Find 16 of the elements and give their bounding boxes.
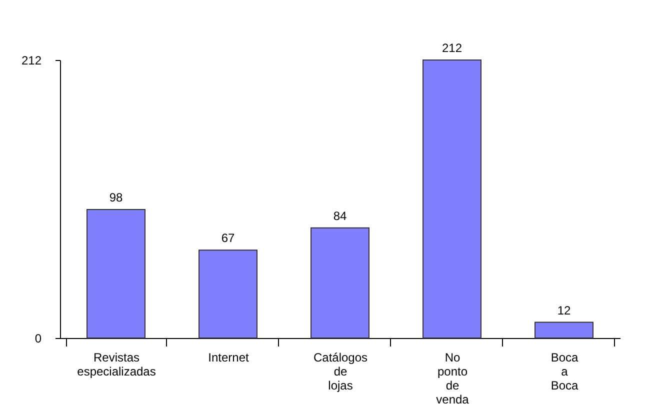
x-tick-label: Catálogos de lojas <box>313 350 368 392</box>
x-tick-label: Internet <box>208 350 250 364</box>
data-label: 212 <box>442 41 462 55</box>
bar <box>534 322 594 338</box>
data-label: 84 <box>333 208 347 223</box>
x-tick-label: Boca a Boca <box>550 350 578 392</box>
bar <box>86 208 146 338</box>
bar <box>198 250 258 338</box>
y-tick-label: 0 <box>34 332 42 346</box>
data-label: 67 <box>221 231 235 246</box>
data-label: 98 <box>109 190 123 204</box>
bar <box>422 60 482 338</box>
x-tick-label: Revistas especializadas <box>77 350 156 378</box>
bar <box>310 227 370 338</box>
data-label: 12 <box>557 303 571 318</box>
x-tick-label: No ponto de venda <box>436 350 470 406</box>
